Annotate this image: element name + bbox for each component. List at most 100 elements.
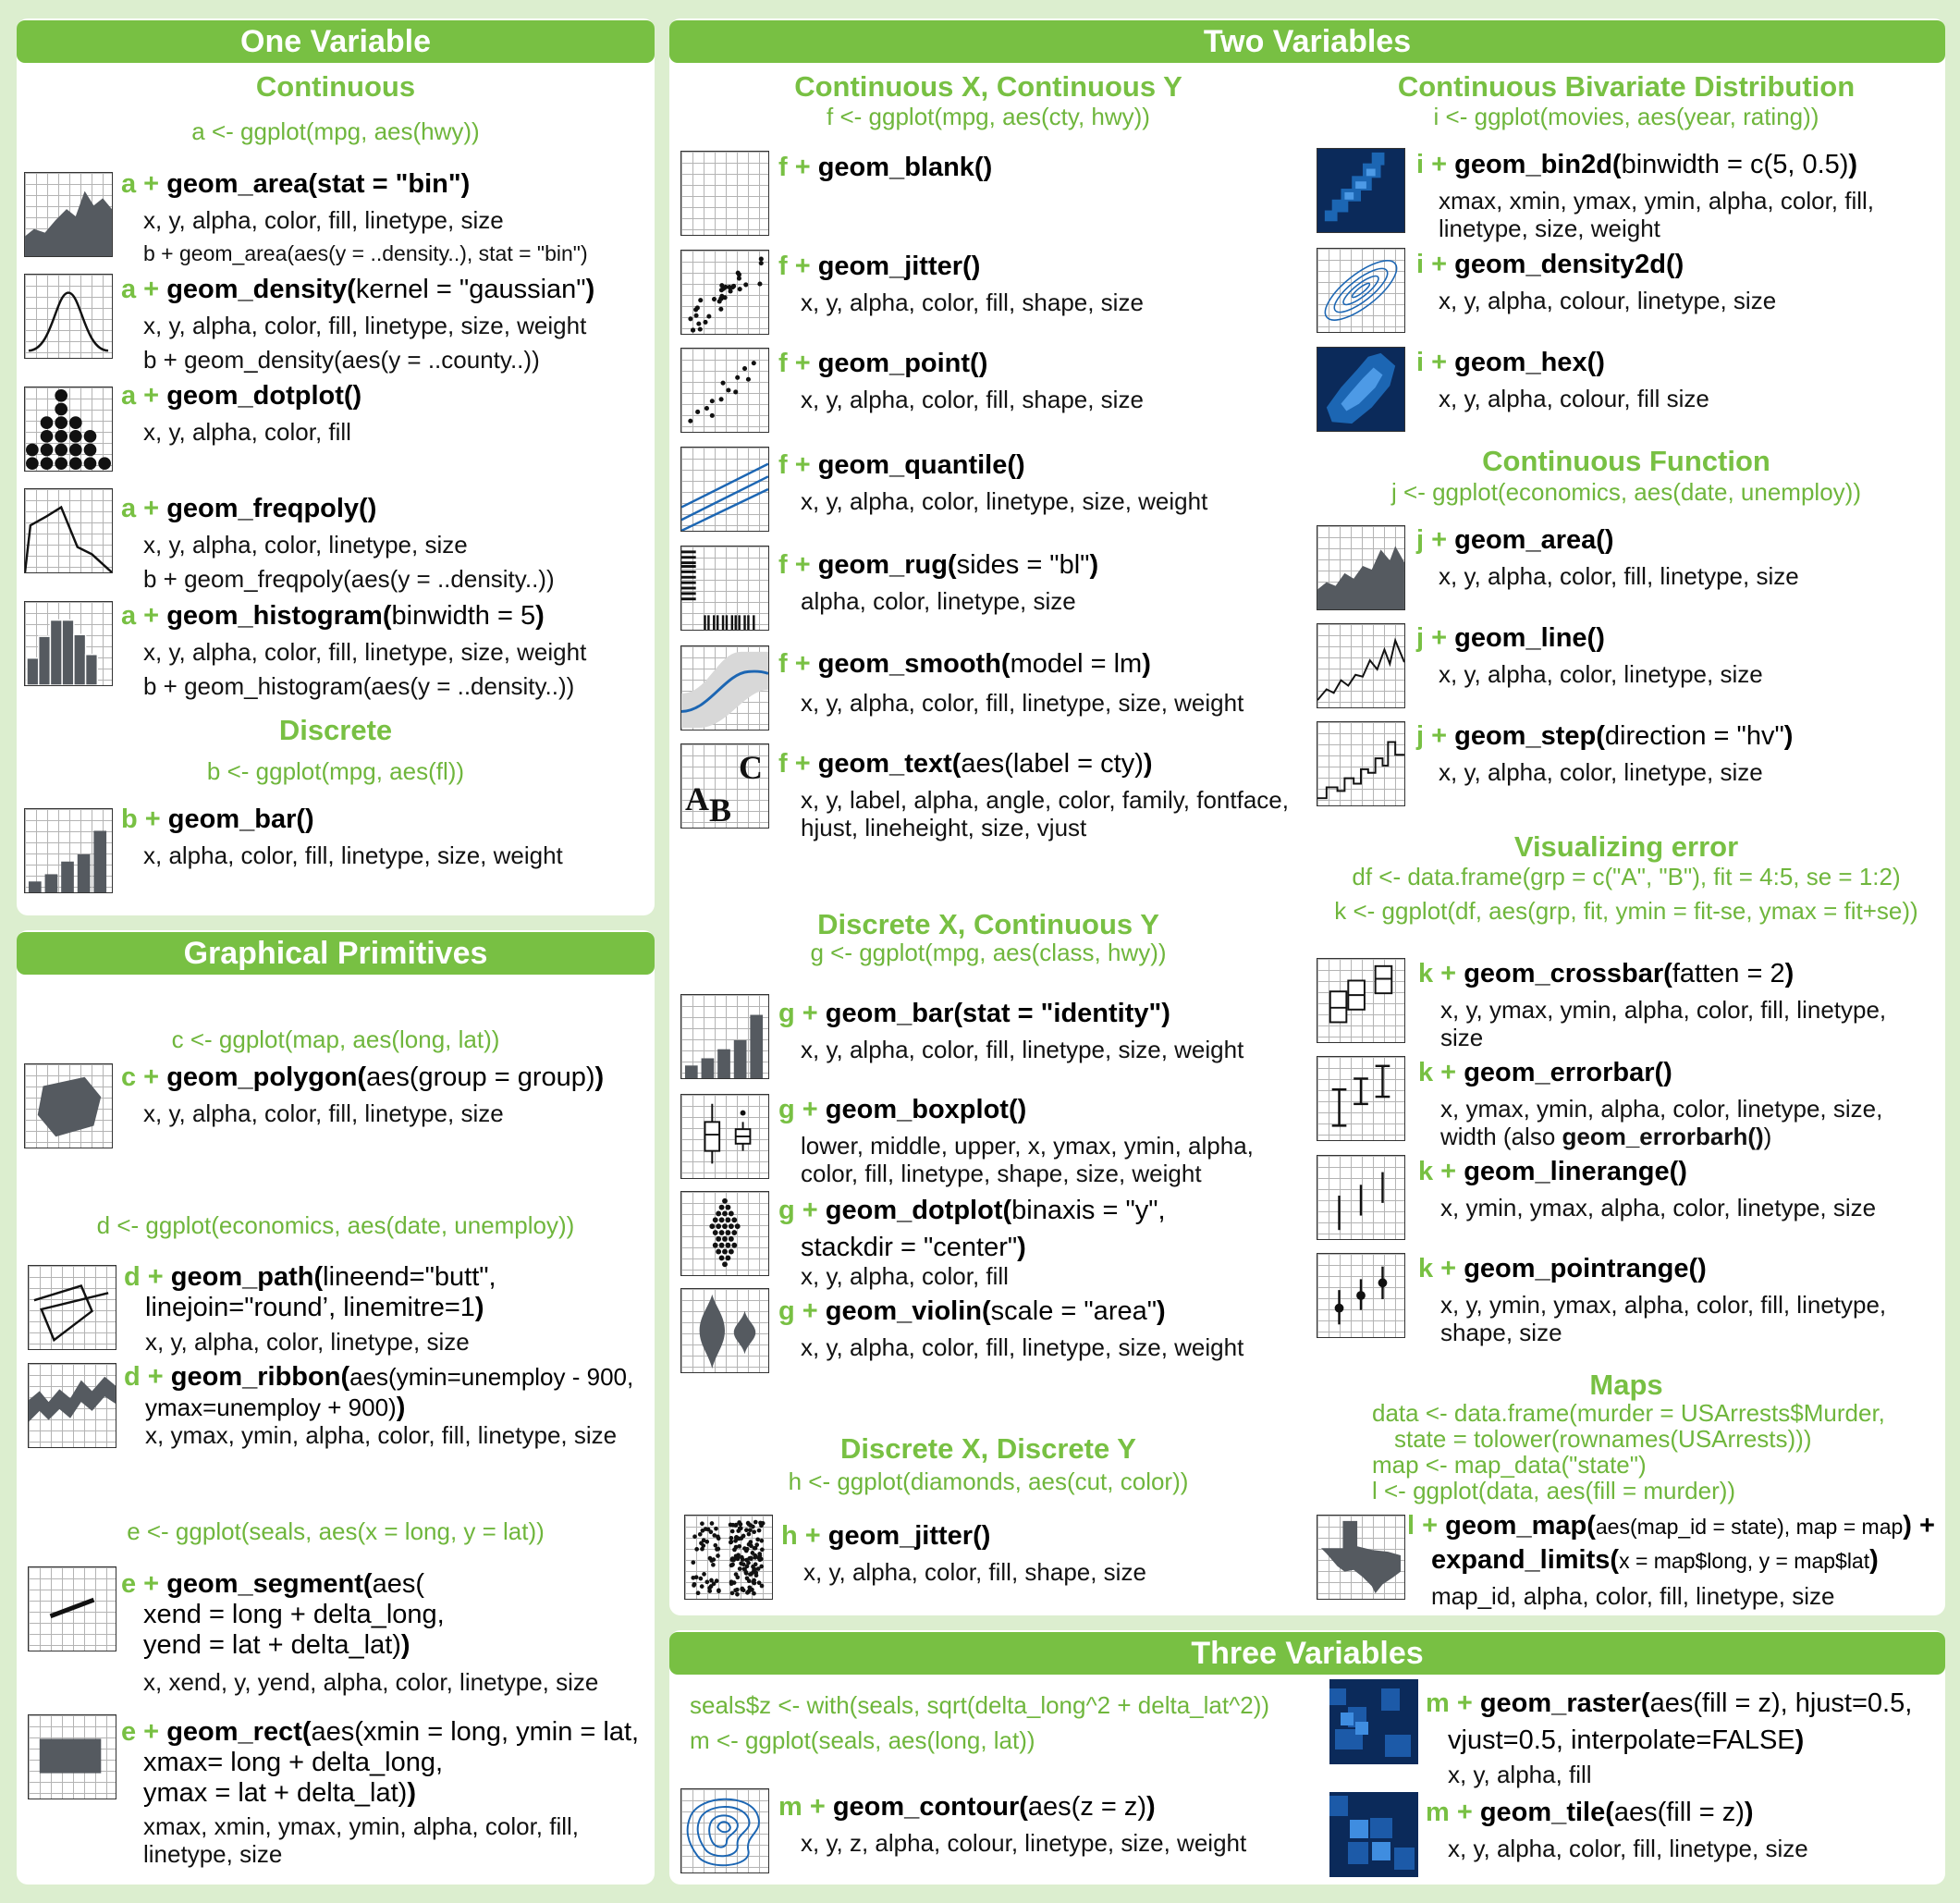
histogram-icon [24,601,113,686]
geom-jitter-call: f + geom_jitter() [778,252,981,281]
geom-tile-args: x, y, alpha, color, fill, linetype, size [1448,1835,1808,1862]
geom-dotplot-call: a + geom_dotplot() [121,381,362,411]
blank-icon [680,151,769,236]
continuous-code: a <- ggplot(mpg, aes(hwy)) [191,117,480,145]
violin-icon [680,1288,769,1373]
geom-blank-call: f + geom_blank() [778,153,993,182]
geom-step-args: x, y, alpha, color, linetype, size [1439,758,1763,786]
geom-raster-call: m + geom_raster(aes(fill = z), hjust=0.5… [1426,1688,1913,1718]
polygon-icon [24,1063,113,1148]
geom-text-call: f + geom_text(aes(label = cty)) [778,749,1153,779]
cc-code: f <- ggplot(mpg, aes(cty, hwy)) [827,103,1150,130]
maps-code1: data <- data.frame(murder = USArrests$Mu… [1372,1399,1885,1427]
geom-area-example: b + geom_area(aes(y = ..density..), stat… [143,241,588,265]
ve-title: Visualizing error [1513,830,1739,863]
geom-bar-call: b + geom_bar() [121,804,314,834]
geom-map-call: l + geom_map(aes(map_id = state), map = … [1407,1511,1935,1541]
geom-bin2d-args2: linetype, size, weight [1439,215,1660,242]
two-variables-header: Two Variables [669,20,1945,63]
geom-path-call: d + geom_path(lineend="butt", [124,1262,496,1292]
d-code: d <- ggplot(economics, aes(date, unemplo… [96,1211,575,1239]
area-chart-icon [24,172,113,257]
path-icon [28,1265,116,1350]
geom-density-example: b + geom_density(aes(y = ..county..)) [143,346,540,374]
texas-map-icon [1317,1515,1405,1600]
segment-icon [28,1566,116,1651]
geom-map-args: map_id, alpha, color, fill, linetype, si… [1431,1582,1835,1610]
geom-bar-identity-call: g + geom_bar(stat = "identity") [778,999,1170,1028]
geom-ribbon-call: d + geom_ribbon(aes(ymin=unemploy - 900, [124,1362,634,1392]
graphical-primitives-header: Graphical Primitives [17,932,655,975]
geom-rect-args2: linetype, size [143,1840,283,1868]
geom-area-j-args: x, y, alpha, color, fill, linetype, size [1439,562,1799,590]
discrete-code: b <- ggplot(mpg, aes(fl)) [206,757,465,785]
geom-jitter-args: x, y, alpha, color, fill, shape, size [801,289,1144,316]
geom-pointrange-call: k + geom_pointrange() [1418,1254,1707,1283]
geom-segment-line3: yend = lat + delta_lat)) [143,1630,410,1660]
geom-errorbar-args2: width (also geom_errorbarh()) [1440,1123,1772,1150]
contour-icon [680,1788,769,1873]
step-icon [1317,721,1405,806]
geom-step-call: j + geom_step(direction = "hv") [1416,721,1794,751]
dd-code: h <- ggplot(diamonds, aes(cut, color)) [788,1467,1189,1495]
geom-line-call: j + geom_line() [1416,623,1605,653]
dd-title: Discrete X, Discrete Y [840,1432,1136,1465]
maps-code2: state = tolower(rownames(USArrests))) [1394,1425,1812,1453]
tile-icon [1329,1792,1418,1877]
geom-smooth-call: f + geom_smooth(model = lm) [778,649,1151,679]
density2d-icon [1317,248,1405,333]
geom-path-args: x, y, alpha, color, linetype, size [145,1328,470,1356]
dc-title: Discrete X, Continuous Y [817,908,1159,940]
geom-text-args2: hjust, lineheight, size, vjust [801,814,1087,841]
geom-quantile-call: f + geom_quantile() [778,450,1025,480]
geom-errorbar-call: k + geom_errorbar() [1418,1058,1672,1087]
freqpoly-icon [24,488,113,573]
cc-title: Continuous X, Continuous Y [794,70,1182,103]
cf-title: Continuous Function [1482,445,1770,477]
geom-line-args: x, y, alpha, color, linetype, size [1439,660,1763,688]
ve-code2: k <- ggplot(df, aes(grp, fit, ymin = fit… [1334,897,1918,925]
function-area-icon [1317,525,1405,610]
geom-polygon-args: x, y, alpha, color, fill, linetype, size [143,1099,504,1127]
geom-density-call: a + geom_density(kernel = "gaussian") [121,275,595,304]
boxplot-icon [680,1094,769,1179]
geom-freqpoly-args: x, y, alpha, color, linetype, size [143,531,468,559]
geom-bin2d-call: i + geom_bin2d(binwidth = c(5, 0.5)) [1416,150,1858,179]
geom-freqpoly-example: b + geom_freqpoly(aes(y = ..density..)) [143,565,555,593]
geom-freqpoly-call: a + geom_freqpoly() [121,494,377,523]
maps-code3: map <- map_data("state") [1372,1451,1647,1479]
geom-rect-line3: ymax = lat + delta_lat)) [143,1778,416,1808]
geom-crossbar-args2: size [1440,1024,1484,1051]
geom-segment-line2: xend = long + delta_long, [143,1600,445,1629]
geom-raster-args: x, y, alpha, fill [1448,1761,1592,1788]
ribbon-icon [28,1363,116,1448]
cf-code: j <- ggplot(economics, aes(date, unemplo… [1391,478,1861,506]
geom-density-args: x, y, alpha, color, fill, linetype, size… [143,312,587,339]
geom-bar-identity-args: x, y, alpha, color, fill, linetype, size… [801,1036,1244,1063]
e-code: e <- ggplot(seals, aes(x = long, y = lat… [127,1517,545,1545]
geom-point-args: x, y, alpha, color, fill, shape, size [801,386,1144,413]
geom-violin-args: x, y, alpha, color, fill, linetype, size… [801,1333,1244,1361]
c-code: c <- ggplot(map, aes(long, lat)) [171,1025,500,1053]
continuous-title: Continuous [255,70,416,103]
dotplot-icon [24,387,113,472]
linerange-icon [1317,1155,1405,1240]
geom-rect-line2: xmax= long + delta_long, [143,1748,444,1777]
one-variable-header: One Variable [17,20,655,63]
three-code2: m <- ggplot(seals, aes(long, lat)) [690,1726,1035,1754]
geom-dotplot-args: x, y, alpha, color, fill [143,418,351,446]
geom-area-call: a + geom_area(stat = "bin") [121,169,471,199]
identity-bar-icon [680,994,769,1079]
geom-density2d-call: i + geom_density2d() [1416,250,1684,279]
maps-title: Maps [1589,1369,1663,1401]
geom-crossbar-args: x, y, ymax, ymin, alpha, color, fill, li… [1440,996,1887,1024]
rect-icon [28,1714,116,1799]
geom-rug-args: alpha, color, linetype, size [801,587,1076,615]
geom-histogram-example: b + geom_histogram(aes(y = ..density..)) [143,672,575,700]
geom-violin-call: g + geom_violin(scale = "area") [778,1296,1166,1326]
discrete-jitter-icon [684,1515,773,1600]
geom-point-call: f + geom_point() [778,349,988,378]
geom-contour-call: m + geom_contour(aes(z = z)) [778,1792,1156,1822]
geom-histogram-args: x, y, alpha, color, fill, linetype, size… [143,638,587,666]
rug-icon [680,546,769,631]
